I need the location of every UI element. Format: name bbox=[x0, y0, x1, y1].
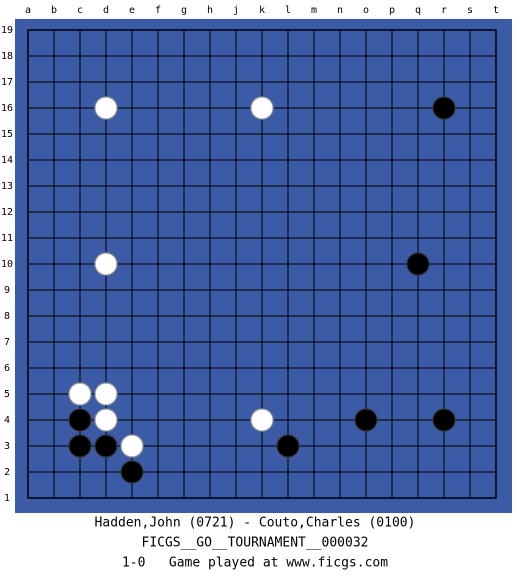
row-label: 16 bbox=[1, 103, 13, 114]
column-label: e bbox=[129, 5, 135, 16]
players: Hadden,John (0721) - Couto,Charles (0100… bbox=[95, 516, 416, 531]
stone bbox=[94, 434, 118, 458]
row-label: 11 bbox=[1, 233, 13, 244]
column-label: m bbox=[311, 5, 317, 16]
stone bbox=[68, 382, 92, 406]
stone bbox=[68, 434, 92, 458]
row-label: 4 bbox=[4, 415, 10, 426]
column-label: o bbox=[363, 5, 369, 16]
event: FICGS__GO__TOURNAMENT__000032 bbox=[142, 536, 369, 551]
row-label: 15 bbox=[1, 129, 13, 140]
stone bbox=[276, 434, 300, 458]
stone bbox=[94, 382, 118, 406]
stone bbox=[406, 252, 430, 276]
row-label: 6 bbox=[4, 363, 10, 374]
column-label: s bbox=[467, 5, 473, 16]
column-label: t bbox=[493, 5, 499, 16]
stone bbox=[432, 408, 456, 432]
row-label: 10 bbox=[1, 259, 13, 270]
column-label: l bbox=[285, 5, 291, 16]
column-label: n bbox=[337, 5, 343, 16]
row-label: 2 bbox=[4, 467, 10, 478]
result: 1-0 Game played at www.ficgs.com bbox=[122, 556, 388, 571]
row-label: 5 bbox=[4, 389, 10, 400]
row-label: 7 bbox=[4, 337, 10, 348]
stone bbox=[354, 408, 378, 432]
row-label: 3 bbox=[4, 441, 10, 452]
column-label: c bbox=[77, 5, 83, 16]
stone bbox=[250, 408, 274, 432]
column-label: j bbox=[233, 5, 239, 16]
column-label: p bbox=[389, 5, 395, 16]
row-label: 9 bbox=[4, 285, 10, 296]
stone bbox=[432, 96, 456, 120]
column-label: h bbox=[207, 5, 213, 16]
column-label: a bbox=[25, 5, 31, 16]
column-label: f bbox=[155, 5, 161, 16]
column-label: g bbox=[181, 5, 187, 16]
column-label: k bbox=[259, 5, 265, 16]
stone bbox=[120, 434, 144, 458]
stone bbox=[68, 408, 92, 432]
row-label: 12 bbox=[1, 207, 13, 218]
row-label: 19 bbox=[1, 25, 13, 36]
column-label: b bbox=[51, 5, 57, 16]
stone bbox=[250, 96, 274, 120]
row-label: 14 bbox=[1, 155, 13, 166]
column-label: q bbox=[415, 5, 421, 16]
row-label: 1 bbox=[4, 493, 10, 504]
stone bbox=[94, 96, 118, 120]
board-background bbox=[15, 19, 512, 513]
stone bbox=[120, 460, 144, 484]
row-label: 13 bbox=[1, 181, 13, 192]
column-label: d bbox=[103, 5, 109, 16]
row-label: 8 bbox=[4, 311, 10, 322]
stone bbox=[94, 408, 118, 432]
row-label: 18 bbox=[1, 51, 13, 62]
stone bbox=[94, 252, 118, 276]
board-frame bbox=[27, 29, 497, 499]
row-label: 17 bbox=[1, 77, 13, 88]
column-label: r bbox=[441, 5, 447, 16]
